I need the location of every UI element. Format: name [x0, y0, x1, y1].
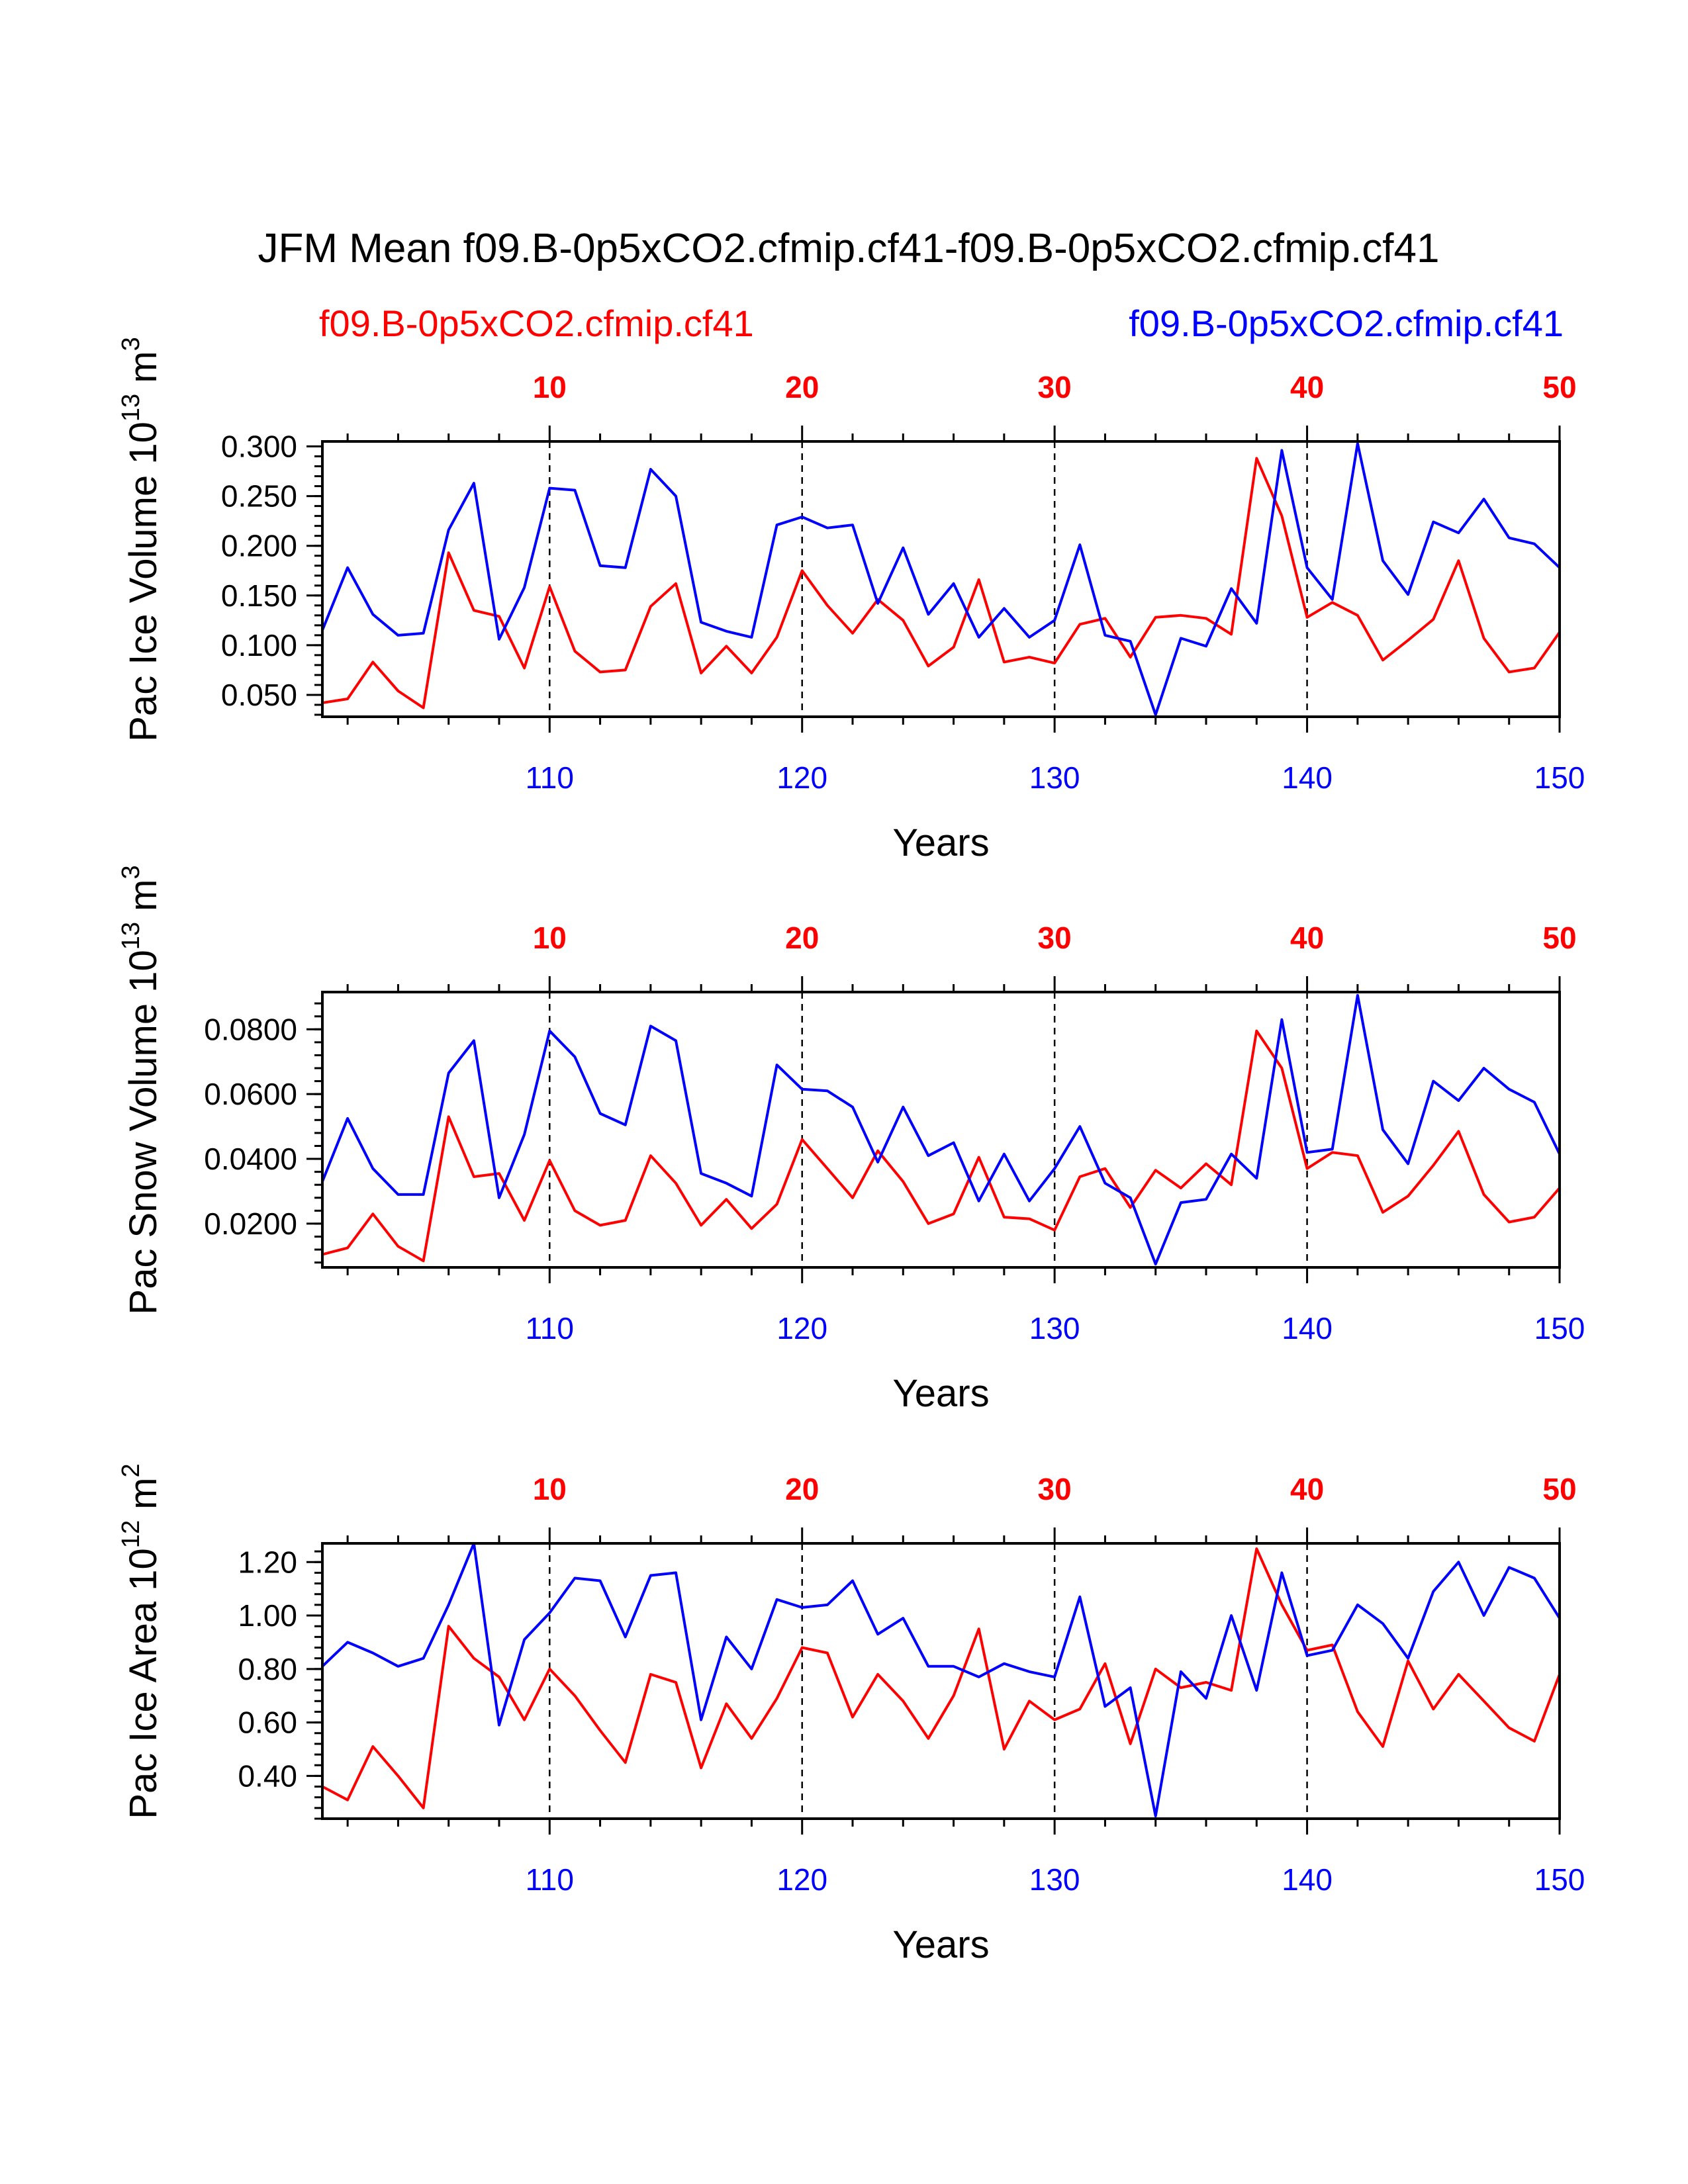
y-axis-label-ylabel-tail-exp: 2 — [117, 1463, 145, 1477]
y-axis-label-ylabel-exp: 13 — [117, 394, 145, 422]
x-bottom-tick-label: 130 — [1029, 1311, 1080, 1345]
plot-frame — [321, 1542, 1561, 1820]
x-axis-label: Years — [892, 1923, 989, 1966]
x-top-tick-label: 50 — [1542, 1472, 1576, 1506]
x-top-tick-label: 20 — [785, 1472, 819, 1506]
chart-title: JFM Mean f09.B-0p5xCO2.cfmip.cf41-f09.B-… — [258, 226, 1440, 271]
x-top-tick-label: 50 — [1542, 370, 1576, 404]
y-tick-label: 1.00 — [238, 1598, 297, 1633]
x-axis-label: Years — [892, 1372, 989, 1415]
x-top-tick-label: 20 — [785, 921, 819, 955]
y-tick-label: 0.300 — [221, 430, 297, 464]
panel-1: 0.050 0.100 0.150 0.200 0.250 0.300 110 120 130 1… — [117, 337, 1585, 864]
x-bottom-tick-label: 150 — [1534, 760, 1585, 795]
legend-blue-series: f09.B-0p5xCO2.cfmip.cf41 — [1129, 302, 1564, 344]
y-tick-label: 0.050 — [221, 678, 297, 712]
x-top-tick-label: 30 — [1038, 1472, 1072, 1506]
y-axis-label-ylabel: Pac Ice Volume — [122, 475, 165, 742]
plot-frame — [321, 991, 1561, 1269]
y-axis-label-ylabel: Pac Ice Area — [122, 1601, 165, 1819]
x-top-tick-label: 30 — [1038, 921, 1072, 955]
x-top-tick-label: 50 — [1542, 921, 1576, 955]
y-axis-label-ylabel-exp: 13 — [117, 922, 145, 950]
x-top-tick-label: 10 — [533, 1472, 567, 1506]
red-series-line — [322, 1029, 1561, 1263]
plot-frame — [321, 440, 1561, 718]
blue-series-line — [321, 442, 1561, 716]
y-tick-label: 0.40 — [238, 1758, 297, 1793]
y-axis-label: Pac Ice Area 1012 m2 — [117, 1463, 165, 1819]
y-tick-label: 0.150 — [221, 578, 297, 613]
x-top-tick-label: 40 — [1290, 1472, 1324, 1506]
x-bottom-tick-label: 140 — [1282, 1311, 1333, 1345]
y-axis-label-ylabel-unit: 10 — [122, 950, 165, 1003]
y-tick-label: 0.0200 — [204, 1206, 297, 1241]
x-bottom-tick-label: 110 — [526, 760, 574, 795]
y-axis-label-ylabel-tail-exp: 3 — [117, 865, 145, 879]
x-top-tick-label: 30 — [1038, 370, 1072, 404]
x-bottom-tick-label: 110 — [526, 1862, 574, 1897]
y-tick-label: 0.0400 — [204, 1142, 297, 1176]
blue-series-line — [321, 993, 1561, 1266]
y-axis-label-ylabel-tail: m — [122, 351, 165, 393]
y-axis-label-ylabel-tail-exp: 3 — [117, 337, 145, 351]
y-tick-label: 0.100 — [221, 628, 297, 662]
x-bottom-tick-label: 150 — [1534, 1311, 1585, 1345]
y-axis-label-ylabel-tail: m — [122, 1477, 165, 1520]
y-tick-label: 0.250 — [221, 479, 297, 514]
y-tick-label: 0.60 — [238, 1706, 297, 1740]
legend-red-series: f09.B-0p5xCO2.cfmip.cf41 — [319, 302, 754, 344]
x-top-tick-label: 10 — [533, 921, 567, 955]
x-bottom-tick-label: 130 — [1029, 760, 1080, 795]
y-tick-label: 0.0800 — [204, 1012, 297, 1046]
x-bottom-tick-label: 120 — [776, 1862, 827, 1897]
y-axis-label-ylabel-tail: m — [122, 880, 165, 922]
y-tick-label: 0.200 — [221, 529, 297, 563]
panels: 0.050 0.100 0.150 0.200 0.250 0.300 110 120 130 1… — [117, 337, 1585, 1966]
x-bottom-tick-label: 150 — [1534, 1862, 1585, 1897]
y-axis-label: Pac Ice Volume 1013 m3 — [117, 337, 165, 742]
x-bottom-tick-label: 140 — [1282, 1862, 1333, 1897]
x-bottom-tick-label: 110 — [526, 1311, 574, 1345]
x-top-tick-label: 10 — [533, 370, 567, 404]
y-tick-label: 0.80 — [238, 1652, 297, 1686]
panel-2: 0.0200 0.0400 0.0600 0.0800 110 120 130 140 150 1… — [117, 865, 1585, 1415]
y-axis-label-ylabel: Pac Snow Volume — [122, 1003, 165, 1315]
y-axis-label-ylabel-unit: 10 — [122, 1548, 165, 1602]
x-bottom-tick-label: 120 — [776, 1311, 827, 1345]
y-axis-label-ylabel-exp: 12 — [117, 1520, 145, 1548]
x-top-tick-label: 40 — [1290, 370, 1324, 404]
y-axis-label: Pac Snow Volume 1013 m3 — [117, 865, 165, 1314]
y-tick-label: 0.0600 — [204, 1077, 297, 1111]
y-axis-label-ylabel-unit: 10 — [122, 422, 165, 475]
red-series-line — [322, 1547, 1561, 1809]
x-bottom-tick-label: 140 — [1282, 760, 1333, 795]
x-bottom-tick-label: 120 — [776, 760, 827, 795]
x-axis-label: Years — [892, 821, 989, 864]
x-bottom-tick-label: 130 — [1029, 1862, 1080, 1897]
x-top-tick-label: 40 — [1290, 921, 1324, 955]
y-tick-label: 1.20 — [238, 1545, 297, 1579]
red-series-line — [322, 457, 1561, 709]
panel-3: 0.40 0.60 0.80 1.00 1.20 110 120 130 140 150 10 20 3… — [117, 1463, 1585, 1966]
x-top-tick-label: 20 — [785, 370, 819, 404]
blue-series-line — [321, 1542, 1561, 1817]
